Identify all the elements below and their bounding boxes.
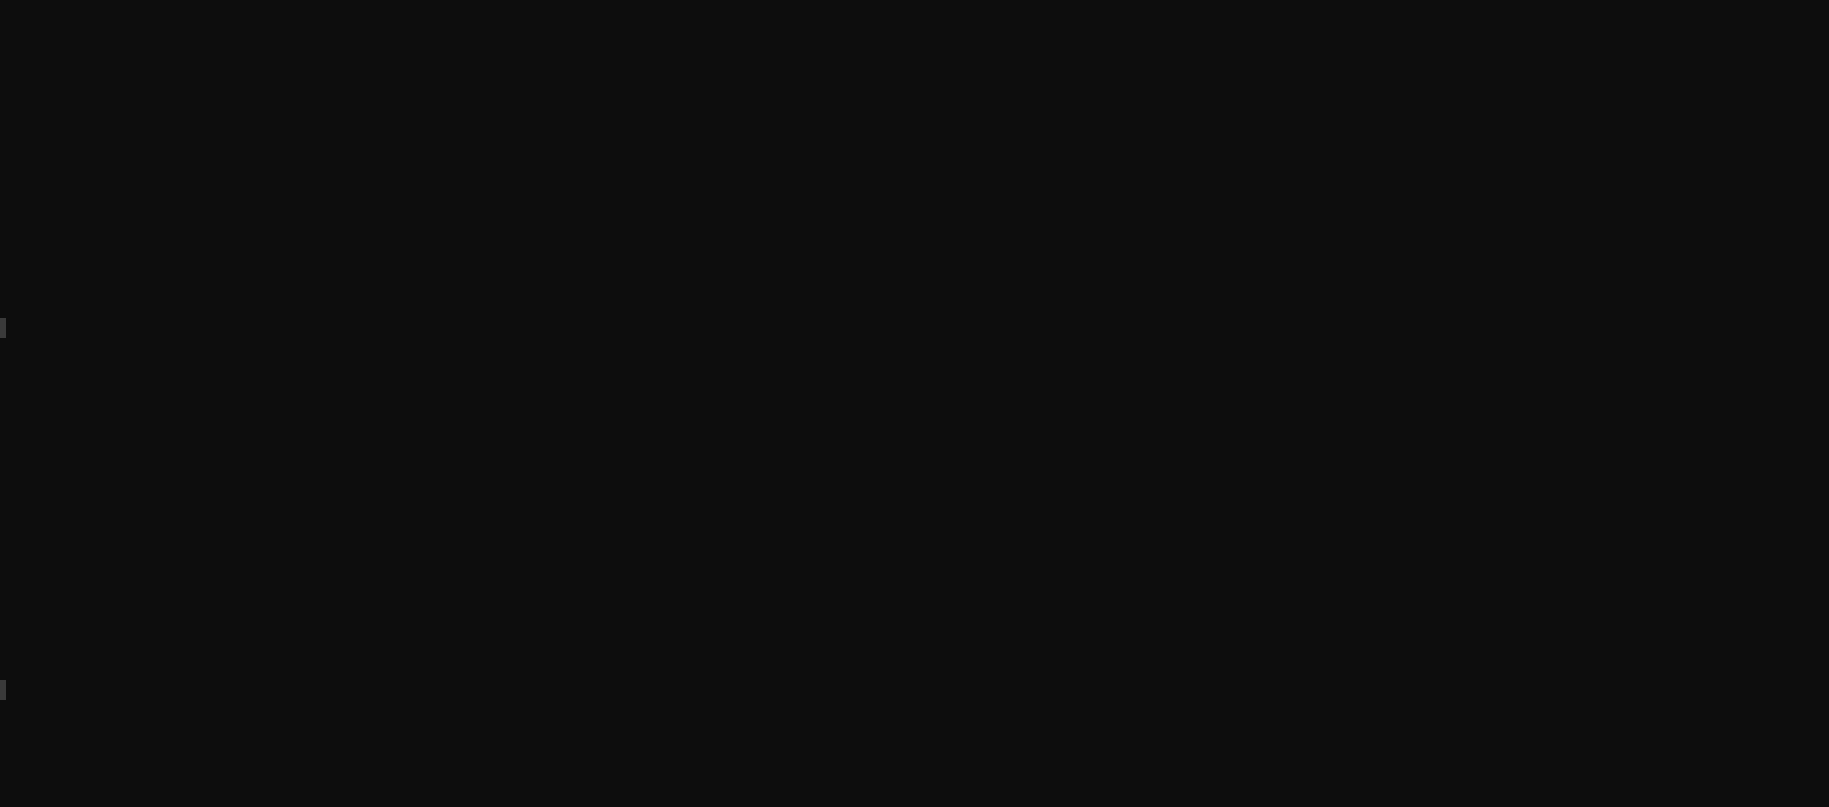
left-scroll-nub[interactable]	[0, 318, 6, 338]
left-scroll-nub-2[interactable]	[0, 680, 6, 700]
